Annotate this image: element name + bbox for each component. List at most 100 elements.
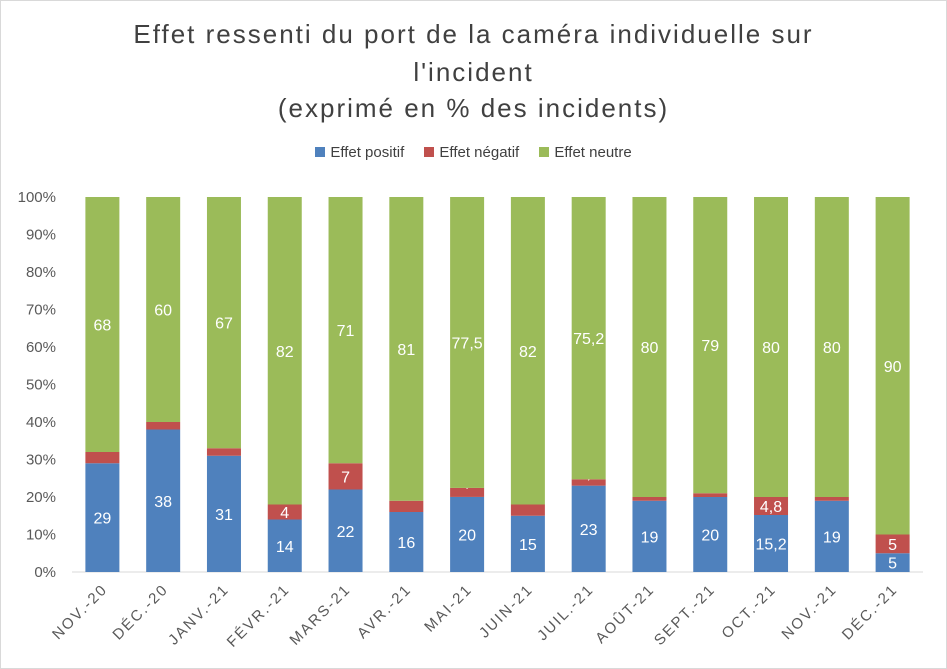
y-tick-label: 70%: [26, 302, 56, 319]
data-label: 5: [888, 556, 897, 573]
bar-segment-neutral: [510, 197, 545, 505]
y-tick-label: 80%: [26, 264, 56, 281]
bar-segment-negative: [510, 504, 545, 516]
data-label: 82: [519, 344, 537, 361]
bar-segment-positive: [206, 455, 241, 572]
data-label: 81: [397, 342, 415, 359]
bar-segment-positive: [754, 515, 789, 572]
bar-segment-positive: [875, 553, 910, 572]
bar-segment-negative: [389, 500, 424, 512]
legend-label-neutral: Effet neutre: [554, 144, 632, 161]
x-tick-label: AOÛT-21: [592, 581, 658, 647]
x-tick-label: SEPT.-21: [651, 581, 719, 649]
data-label: 14: [276, 539, 294, 556]
data-label: 22: [337, 524, 355, 541]
bar-segment-neutral: [267, 197, 302, 505]
bar-segment-neutral: [328, 197, 363, 464]
x-tick-label: MAI-21: [421, 581, 476, 636]
chart-title-line-1: Effet ressenti du port de la caméra indi…: [133, 19, 814, 49]
y-tick-label: 60%: [26, 339, 56, 356]
data-label: 60: [154, 303, 172, 320]
data-label: 82: [276, 344, 294, 361]
data-label: 80: [762, 340, 780, 357]
bar-segment-negative: [814, 497, 849, 501]
legend-swatch-positive: [315, 147, 326, 157]
data-label: 68: [93, 318, 111, 335]
data-label: 5: [888, 537, 897, 554]
bar-segment-negative: [571, 479, 606, 486]
bar-segment-negative: [85, 452, 120, 464]
x-tick-label: OCT.-21: [718, 581, 779, 642]
data-label: 20: [701, 528, 719, 545]
data-label: 80: [641, 340, 659, 357]
y-tick-label: 10%: [26, 527, 56, 544]
chart-legend: Effet positif Effet négatif Effet neutre: [0, 144, 947, 161]
data-label: 80: [823, 340, 841, 357]
data-label: 38: [154, 494, 172, 511]
y-tick-label: 40%: [26, 414, 56, 431]
chart-title-line-3: (exprimé en % des incidents): [277, 93, 670, 123]
legend-label-positive: Effet positif: [330, 144, 405, 161]
data-label: 7: [341, 469, 350, 486]
data-label: 31: [215, 507, 233, 524]
bar-segment-neutral: [389, 197, 424, 501]
bar-segment-neutral: [754, 197, 789, 497]
bar-segment-neutral: [450, 197, 485, 488]
x-tick-label: AVR.-21: [354, 581, 415, 642]
x-tick-label: FÉVR.-21: [224, 581, 294, 651]
bar-segment-positive: [389, 512, 424, 572]
legend-item-negative: Effet négatif: [424, 144, 519, 161]
x-tick-label: MARS-21: [286, 581, 354, 649]
legend-item-neutral: Effet neutre: [539, 144, 632, 161]
data-label: 15,2: [755, 537, 786, 554]
bar-segment-negative: [206, 448, 241, 456]
data-label: 23: [580, 522, 598, 539]
data-label: 79: [701, 338, 719, 355]
x-tick-label: DÉC.-21: [839, 581, 902, 644]
y-tick-label: 0%: [34, 564, 56, 581]
y-tick-label: 100%: [18, 189, 56, 206]
data-label: 75,2: [573, 331, 604, 348]
x-tick-label: JUIL.-21: [534, 581, 597, 644]
bar-segment-positive: [571, 485, 606, 572]
bar-segment-positive: [267, 519, 302, 572]
y-tick-label: 90%: [26, 227, 56, 244]
data-label: 67: [215, 316, 233, 333]
chart-title-line-2: l'incident: [413, 57, 534, 87]
bar-segment-neutral: [632, 197, 667, 497]
bar-segment-positive: [85, 463, 120, 572]
data-label: 19: [641, 529, 659, 546]
data-label: 15: [519, 537, 537, 554]
y-tick-label: 50%: [26, 377, 56, 394]
bar-segment-negative: [328, 463, 363, 490]
bar-segment-positive: [450, 496, 485, 572]
bar-segment-neutral: [85, 197, 120, 452]
data-label: 29: [93, 511, 111, 528]
data-label: 19: [823, 529, 841, 546]
bar-segment-negative: [693, 493, 728, 497]
bar-segment-positive: [510, 515, 545, 572]
bar-segment-neutral: [814, 197, 849, 497]
bar-segment-negative: [632, 497, 667, 501]
data-label: 4,8: [760, 499, 782, 516]
data-label: 4: [280, 505, 289, 522]
bar-segment-negative: [754, 497, 789, 515]
bar-segment-positive: [632, 500, 667, 572]
bar-segment-positive: [814, 500, 849, 572]
legend-swatch-neutral: [539, 147, 550, 157]
y-tick-label: 20%: [26, 489, 56, 506]
legend-label-negative: Effet négatif: [439, 144, 520, 161]
bar-segment-negative: [146, 422, 181, 430]
x-tick-label: DÉC.-20: [109, 581, 172, 644]
x-tick-label: JUIN-21: [476, 581, 537, 642]
data-label: 90: [884, 359, 902, 376]
x-tick-label: NOV.-21: [778, 581, 840, 643]
bar-segment-negative: [267, 504, 302, 520]
bar-segment-positive: [693, 497, 728, 572]
y-tick-label: 30%: [26, 452, 56, 469]
data-label: 71: [337, 323, 355, 340]
bar-segment-neutral: [693, 197, 728, 494]
data-label: 16: [397, 535, 415, 552]
bar-segment-positive: [328, 489, 363, 572]
